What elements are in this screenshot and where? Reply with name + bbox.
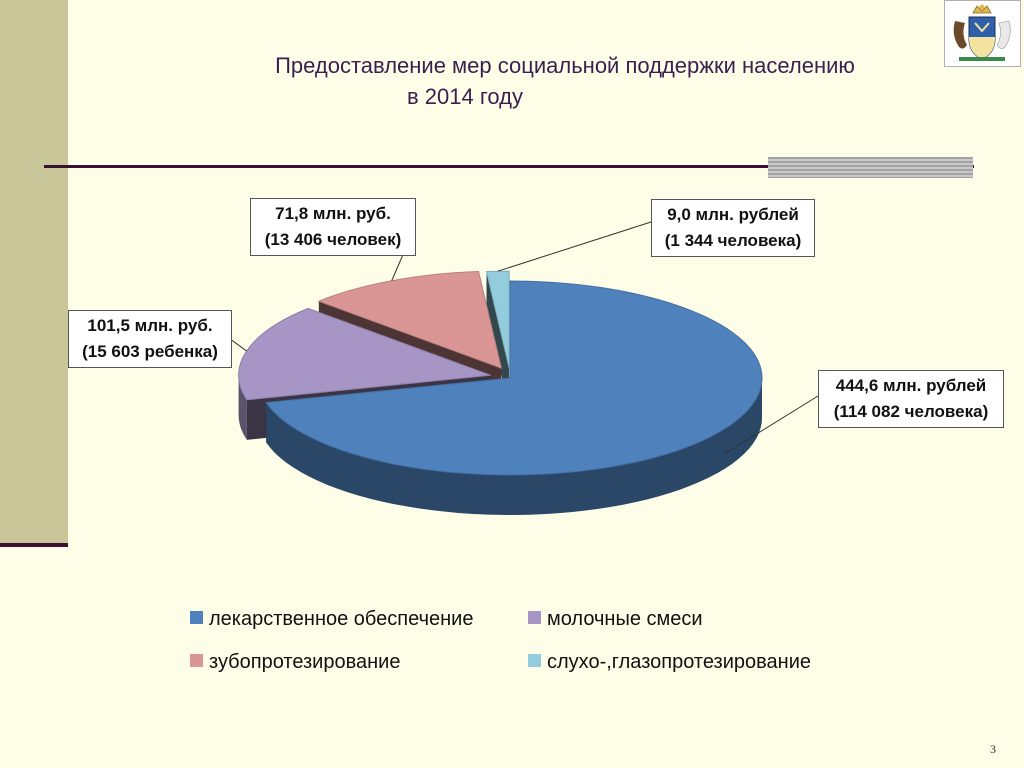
legend-swatch-medicines [190,611,203,624]
leader-line-medicines [724,395,819,455]
pie-slice-medicines [265,280,763,476]
legend-label-milk-formula: молочные смеси [547,608,703,630]
legend-swatch-milk-formula [528,611,541,624]
data-label-medicines: 444,6 млн. рублей (114 082 человека) [818,370,1004,428]
legend-swatch-dental [190,654,203,667]
legend-label-hearing-vision: слухо-,глазопротезирование [547,651,811,673]
legend-item-milk-formula: молочные смеси [528,608,703,631]
title-divider-accent [768,157,973,178]
pie-slice-side-milk-formula [238,374,247,440]
legend-label-medicines: лекарственное обеспечение [209,608,474,630]
pie-slice-side-medicines [266,376,762,515]
leader-line-hearing-vision [497,221,652,272]
slide-title-line2: в 2014 году [407,84,523,109]
page-number: 3 [990,742,996,756]
pie-slice-dental [317,270,502,369]
pie-chart [217,221,819,515]
data-label-hearing-vision-people: (1 344 человека) [664,231,802,250]
title-divider-line [44,165,974,168]
legend-label-dental: зубопротезирование [209,651,401,673]
data-label-milk-formula-value: 101,5 млн. руб. [87,316,213,335]
data-label-dental: 71,8 млн. руб. (13 406 человек) [250,198,416,256]
pie-slice-hearing-vision [485,270,510,369]
legend-item-medicines: лекарственное обеспечение [190,608,473,631]
data-label-hearing-vision: 9,0 млн. рублей (1 344 человека) [651,199,815,257]
coat-of-arms-emblem [944,0,1021,67]
coat-of-arms-icon [945,1,1020,66]
slide-title: Предоставление мер социальной поддержки … [200,50,930,112]
left-decorative-band [0,0,68,545]
left-band-underline [0,543,68,547]
legend-swatch-hearing-vision [528,654,541,667]
data-label-hearing-vision-value: 9,0 млн. рублей [667,205,799,224]
legend-item-dental: зубопротезирование [190,651,400,674]
data-label-medicines-people: (114 082 человека) [833,402,989,421]
data-label-dental-value: 71,8 млн. руб. [275,204,391,223]
legend-item-hearing-vision: слухо-,глазопротезирование [528,651,811,674]
data-label-milk-formula-people: (15 603 ребенка) [82,342,218,361]
data-label-medicines-value: 444,6 млн. рублей [835,376,987,395]
pie-slice-face-hearing-vision-0 [486,271,510,409]
slide-title-line1: Предоставление мер социальной поддержки … [275,53,855,78]
data-label-milk-formula: 101,5 млн. руб. (15 603 ребенка) [68,310,232,368]
data-label-dental-people: (13 406 человек) [264,230,402,249]
